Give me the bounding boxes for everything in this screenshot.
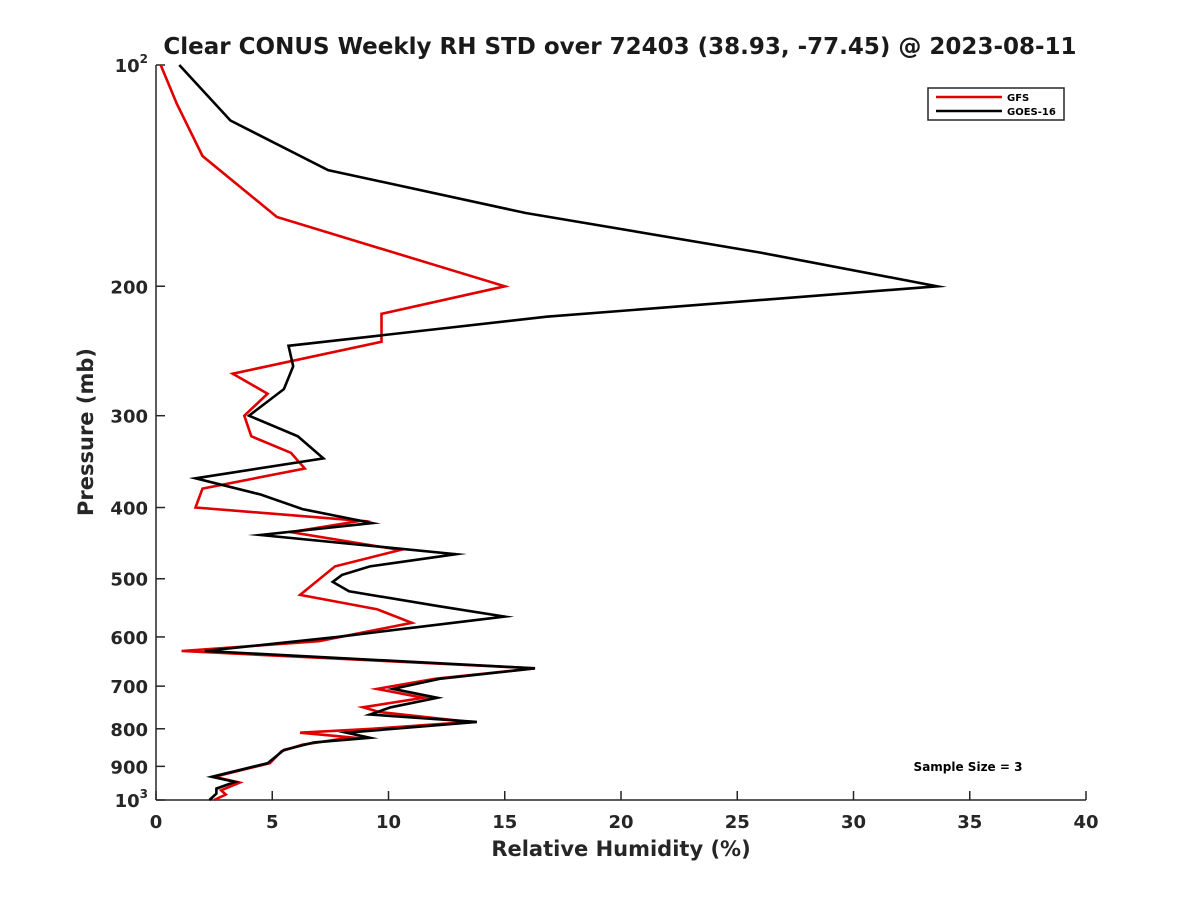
- x-tick-label: 40: [1073, 812, 1098, 833]
- x-tick-label: 5: [266, 812, 279, 833]
- x-tick-label: 30: [841, 812, 866, 833]
- y-tick-label: 500: [110, 570, 148, 591]
- y-tick-label: 300: [110, 407, 148, 428]
- y-tick-label: 800: [110, 720, 148, 741]
- goes16-profile-line: [178, 64, 947, 801]
- legend-box: [927, 87, 1065, 121]
- x-axis-ticks: 0 5 10 15 20 25 30 35 40: [150, 791, 1099, 833]
- x-tick-label: 0: [150, 812, 163, 833]
- y-axis-label: Pressure (mb): [74, 348, 98, 516]
- sample-size-note: Sample Size = 3: [914, 760, 1023, 774]
- x-axis-label: Relative Humidity (%): [491, 837, 750, 861]
- y-tick-label: 103: [115, 787, 148, 812]
- y-tick-label: 102: [115, 52, 148, 77]
- y-tick-label: 700: [110, 677, 148, 698]
- chart-title: Clear CONUS Weekly RH STD over 72403 (38…: [163, 34, 1076, 60]
- y-tick-label: 400: [110, 499, 148, 520]
- plot-axes: [155, 65, 1086, 801]
- legend-label-gfs: GFS: [1007, 93, 1029, 104]
- x-tick-label: 10: [376, 812, 401, 833]
- y-tick-label: 600: [110, 628, 148, 649]
- y-tick-label: 900: [110, 757, 148, 778]
- x-tick-label: 25: [725, 812, 750, 833]
- series-layer: [159, 64, 947, 802]
- x-tick-label: 15: [492, 812, 517, 833]
- x-tick-label: 20: [608, 812, 633, 833]
- x-tick-label: 35: [957, 812, 982, 833]
- legend-label-goes16: GOES-16: [1007, 107, 1056, 118]
- y-axis-ticks: 102 200 300 400 500 600 700 800 900 103: [110, 52, 165, 812]
- legend: GFS GOES-16: [927, 87, 1065, 121]
- y-tick-label: 200: [110, 277, 148, 298]
